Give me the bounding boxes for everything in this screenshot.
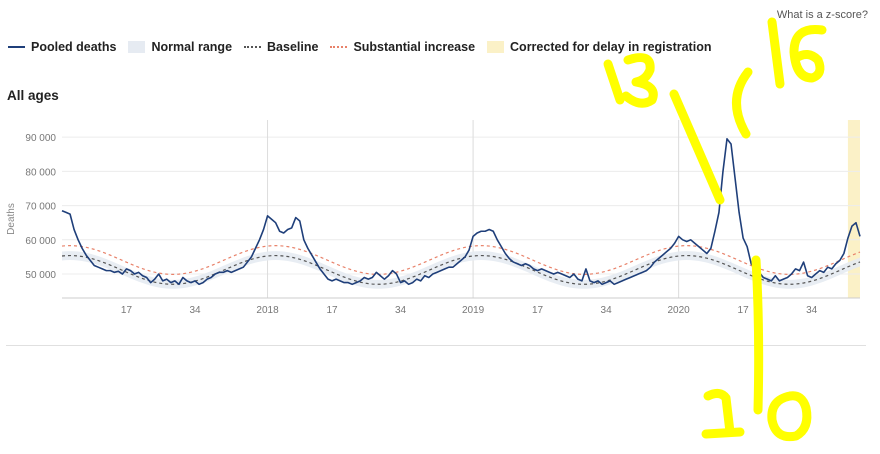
chart-legend: Pooled deaths Normal range Baseline Subs… — [8, 40, 723, 54]
x-tick-label: 2020 — [668, 305, 691, 316]
x-tick-label: 17 — [326, 305, 338, 316]
x-tick-label: 34 — [806, 305, 818, 316]
y-tick-label: 50 000 — [25, 270, 56, 281]
corrected-delay-swatch — [487, 41, 505, 53]
legend-label-substantial-increase: Substantial increase — [353, 40, 476, 54]
corrected-delay-region — [847, 120, 860, 298]
y-tick-label: 90 000 — [25, 133, 56, 144]
y-axis-title: Deaths — [6, 203, 17, 235]
y-tick-label: 60 000 — [25, 236, 56, 247]
y-tick-label: 80 000 — [25, 167, 56, 178]
zscore-help-link[interactable]: What is a z-score? — [776, 9, 868, 21]
x-tick-label: 2019 — [462, 305, 485, 316]
panel-title: All ages — [7, 88, 59, 103]
x-tick-label: 17 — [121, 305, 133, 316]
substantial-increase-swatch — [330, 46, 348, 48]
pooled-deaths-swatch — [8, 46, 25, 48]
x-tick-label: 17 — [532, 305, 544, 316]
x-tick-label: 2018 — [256, 305, 279, 316]
legend-item-substantial-increase[interactable]: Substantial increase — [330, 40, 475, 54]
normal-range-band — [62, 251, 860, 289]
legend-label-normal-range: Normal range — [151, 40, 233, 54]
legend-label-corrected-delay: Corrected for delay in registration — [510, 40, 712, 54]
substantial-increase-line — [61, 245, 861, 275]
legend-item-pooled-deaths[interactable]: Pooled deaths — [8, 40, 116, 54]
legend-label-baseline: Baseline — [267, 40, 319, 54]
legend-item-baseline[interactable]: Baseline — [244, 40, 318, 54]
legend-item-normal-range[interactable]: Normal range — [128, 40, 232, 54]
x-tick-label: 34 — [189, 305, 201, 316]
legend-label-pooled-deaths: Pooled deaths — [31, 40, 117, 54]
x-tick-label: 34 — [395, 305, 407, 316]
pooled-deaths-line[interactable] — [61, 138, 861, 286]
normal-range-swatch — [128, 41, 146, 53]
y-tick-label: 70 000 — [25, 202, 56, 213]
x-tick-label: 34 — [601, 305, 613, 316]
divider — [6, 345, 866, 346]
legend-item-corrected-delay[interactable]: Corrected for delay in registration — [487, 40, 711, 54]
baseline-swatch — [244, 46, 262, 48]
x-tick-label: 17 — [738, 305, 750, 316]
